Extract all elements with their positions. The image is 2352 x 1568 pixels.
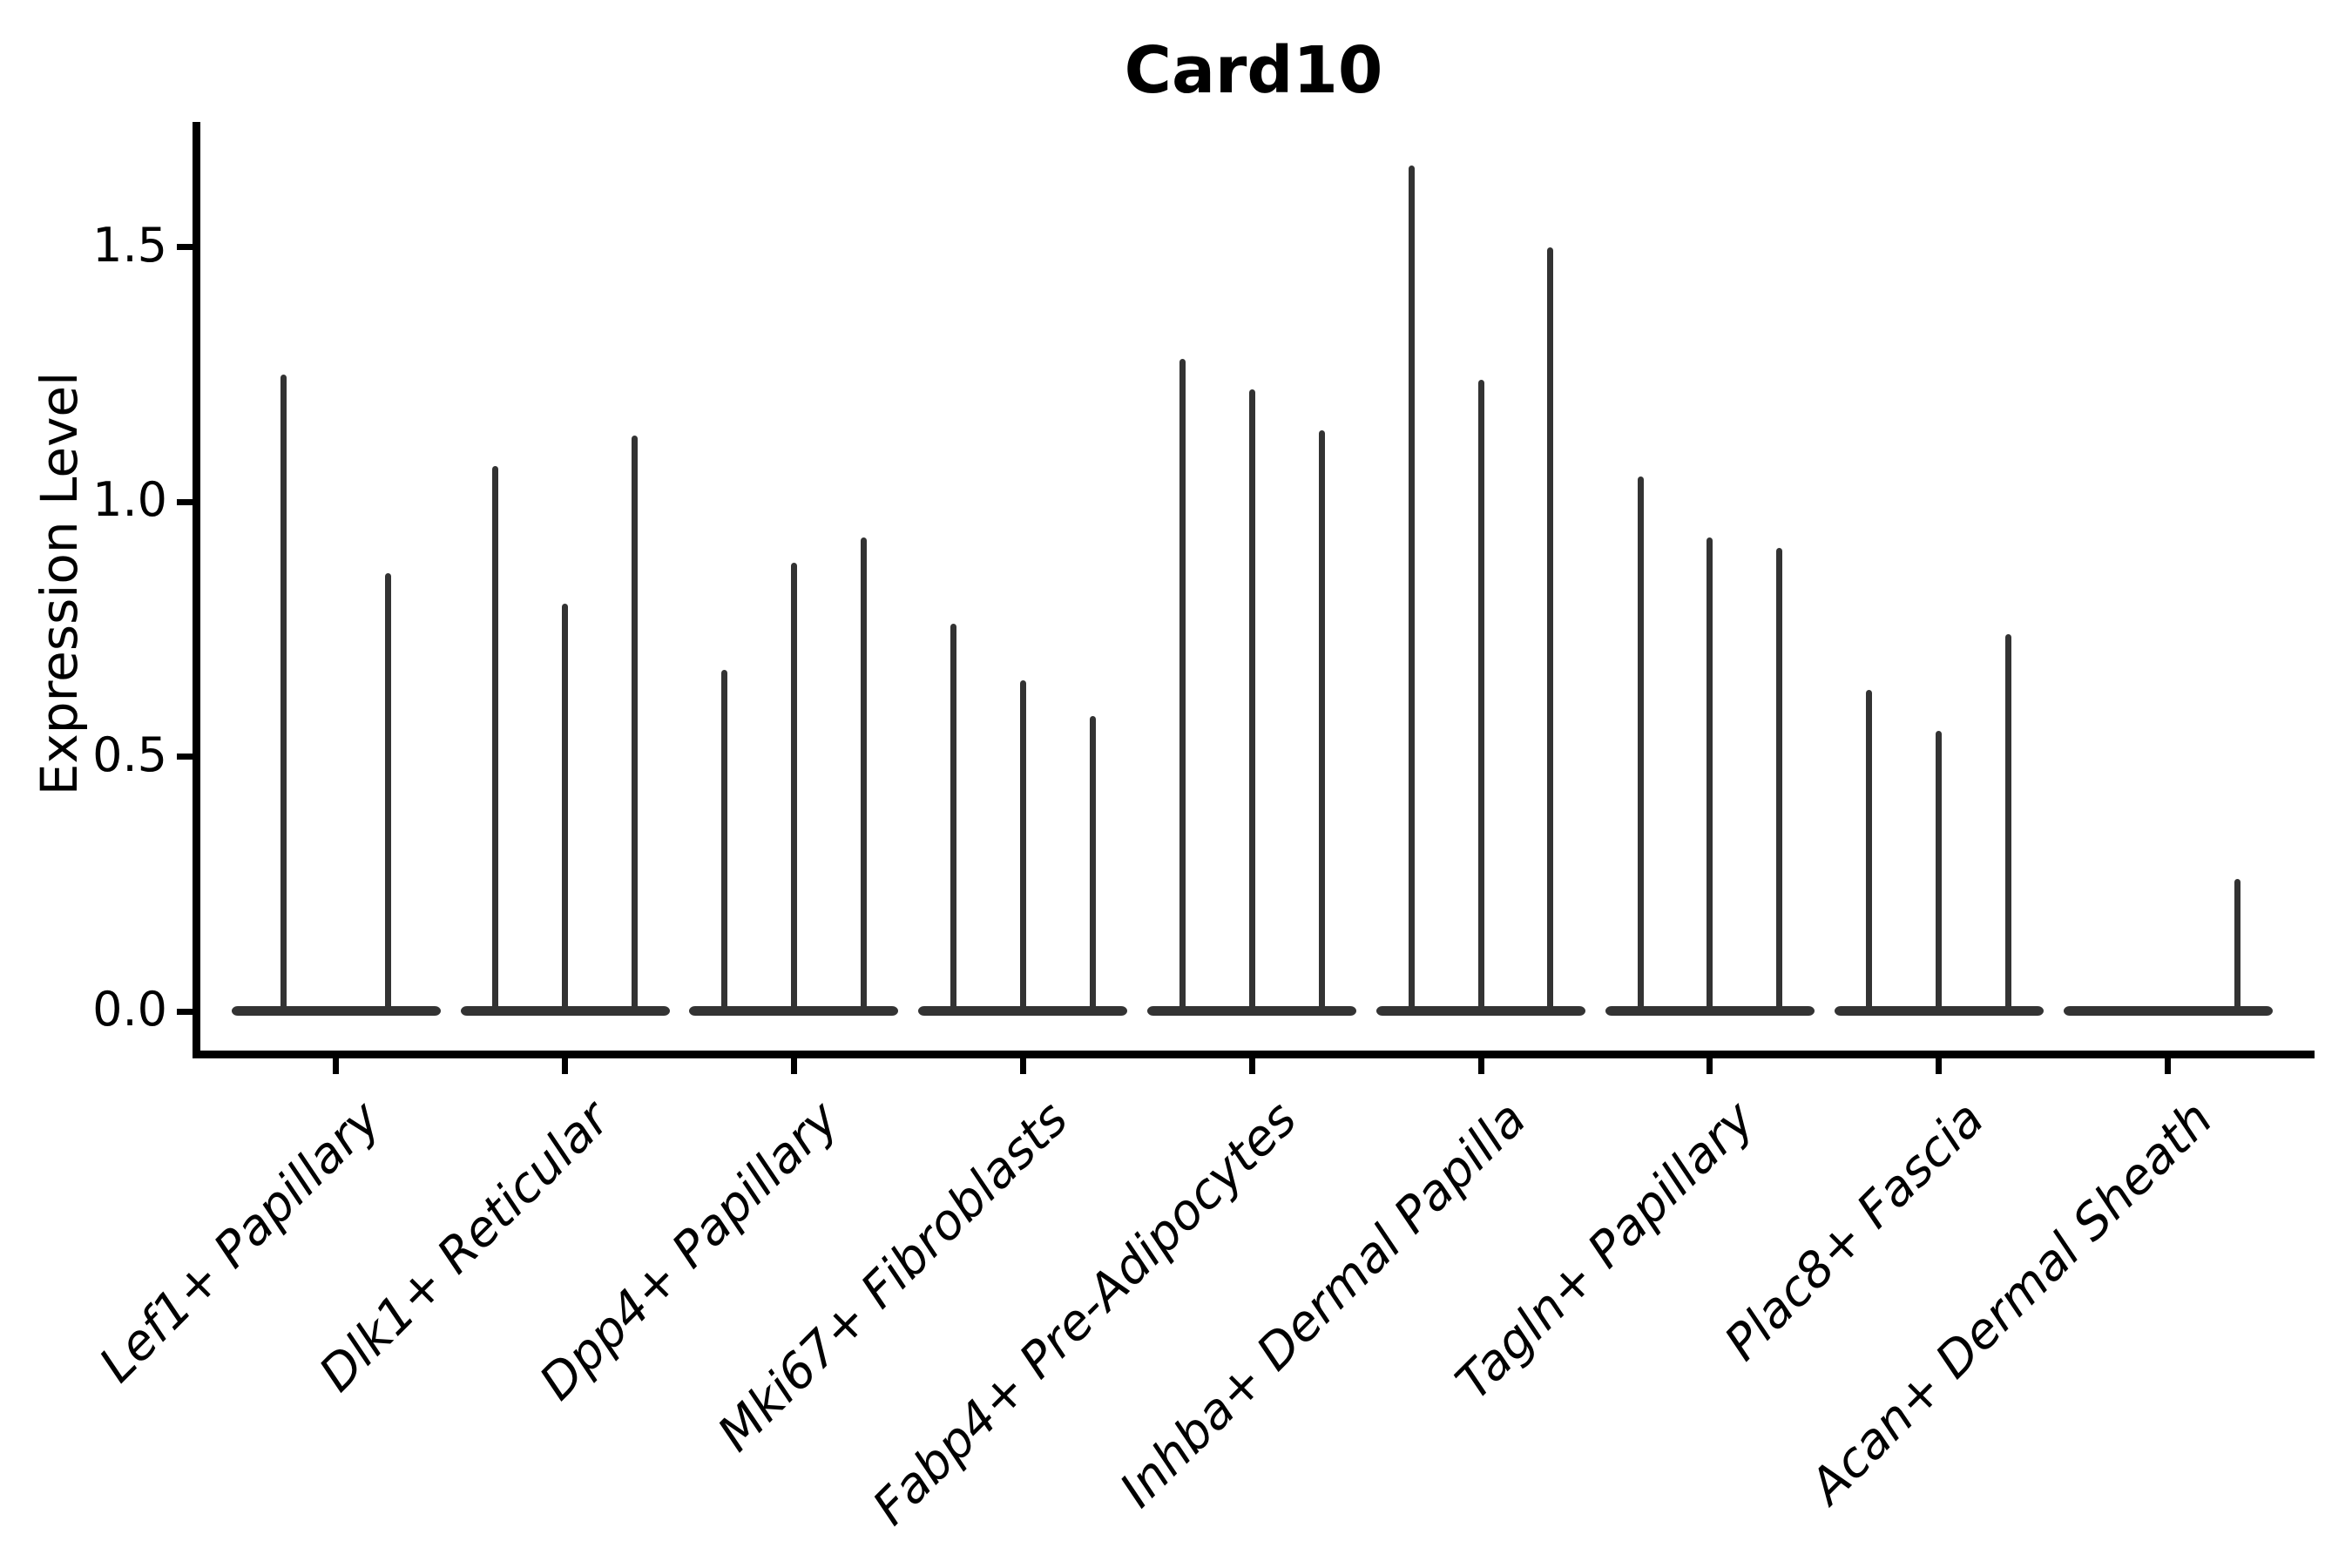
violin-spike — [860, 537, 867, 1011]
x-tick — [790, 1058, 797, 1074]
violin-spike — [492, 466, 499, 1011]
violin-spike — [1019, 679, 1026, 1011]
x-tick — [562, 1058, 569, 1074]
violin-spike — [1477, 379, 1484, 1011]
x-axis-spine — [193, 1051, 2315, 1058]
violin-spike — [1248, 389, 1255, 1011]
violin-spike — [1637, 476, 1644, 1011]
violin-spike — [1707, 537, 1713, 1011]
violin-spike — [385, 572, 392, 1011]
y-tick-label: 0.5 — [92, 727, 167, 782]
x-tick — [2165, 1058, 2172, 1074]
violin-spike — [721, 670, 728, 1011]
y-tick — [177, 498, 193, 505]
violin-spike — [1179, 359, 1186, 1011]
y-tick-label: 0.0 — [92, 981, 167, 1037]
violin-spike — [280, 374, 287, 1011]
y-tick — [177, 1008, 193, 1015]
violin-spike — [631, 435, 638, 1011]
violin-spike — [790, 563, 797, 1011]
violin-spike — [1936, 731, 1943, 1011]
y-axis-spine — [193, 122, 200, 1058]
y-tick-label: 1.5 — [92, 217, 167, 273]
violin-spike — [1089, 715, 1096, 1011]
violin-spike — [2005, 634, 2012, 1011]
x-tick — [333, 1058, 340, 1074]
x-tick-label: Fabp4+ Pre-Adipocytes — [862, 1091, 1308, 1537]
y-tick — [177, 754, 193, 760]
violin-spike — [1408, 165, 1415, 1011]
chart-title: Card10 — [1124, 33, 1383, 108]
x-tick — [1477, 1058, 1484, 1074]
x-tick — [1707, 1058, 1713, 1074]
violin-spike — [562, 604, 569, 1011]
y-tick — [177, 244, 193, 250]
x-tick — [1248, 1058, 1255, 1074]
violin-spike — [1866, 690, 1873, 1011]
violin-spike — [1547, 247, 1554, 1011]
violin-base — [231, 1006, 441, 1016]
x-tick-label: Inhba+ Dermal Papilla — [1108, 1091, 1538, 1519]
x-tick — [1936, 1058, 1943, 1074]
violin-spike — [2234, 878, 2241, 1011]
x-tick-label: Acan+ Dermal Sheath — [1799, 1091, 2224, 1515]
x-tick — [1019, 1058, 1026, 1074]
violin-base — [2063, 1006, 2273, 1016]
violin-spike — [1776, 547, 1783, 1011]
violin-spike — [950, 624, 956, 1011]
violin-spike — [1318, 430, 1325, 1011]
y-tick-label: 1.0 — [92, 471, 167, 527]
